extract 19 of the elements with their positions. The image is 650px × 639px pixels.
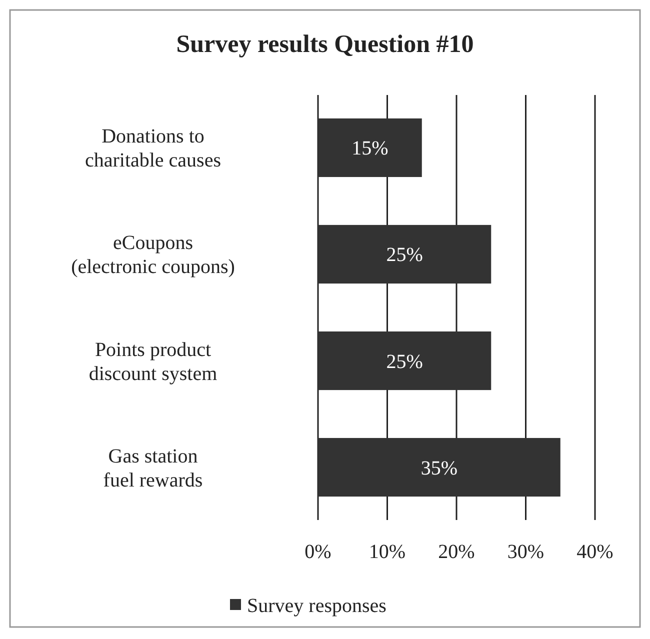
data-label: 15%: [352, 138, 388, 160]
data-label: 25%: [386, 350, 423, 373]
y-tick-label: eCoupons (electronic coupons): [71, 232, 235, 278]
y-tick-label: Donations to charitable causes: [84, 126, 222, 172]
chart-title: Survey results Question #10: [176, 31, 474, 58]
bar: [318, 118, 422, 178]
x-tick-label: 10%: [368, 541, 406, 563]
x-tick-label: 40%: [576, 541, 614, 563]
x-tick-label: 30%: [507, 541, 544, 563]
legend-label: Survey responses: [247, 595, 387, 617]
y-tick-label: Points product discount system: [88, 338, 218, 385]
bar: [318, 438, 560, 497]
x-tick-label: 0%: [304, 541, 332, 563]
bar: [318, 224, 492, 284]
y-tick-label: Gas station fuel rewards: [103, 445, 203, 492]
x-tick-label: 20%: [438, 541, 475, 563]
bar: [318, 331, 492, 390]
data-label: 25%: [386, 244, 423, 266]
data-label: 35%: [420, 457, 458, 480]
